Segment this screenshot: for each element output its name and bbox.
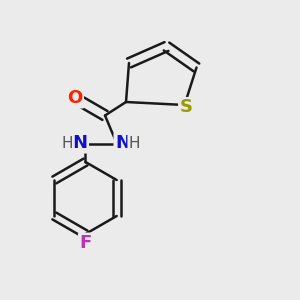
Text: H: H (62, 136, 73, 151)
Text: N: N (115, 134, 130, 152)
Text: N: N (73, 134, 88, 152)
Text: O: O (68, 89, 82, 107)
Text: S: S (179, 98, 193, 116)
Text: F: F (80, 234, 92, 252)
Text: H: H (129, 136, 140, 151)
